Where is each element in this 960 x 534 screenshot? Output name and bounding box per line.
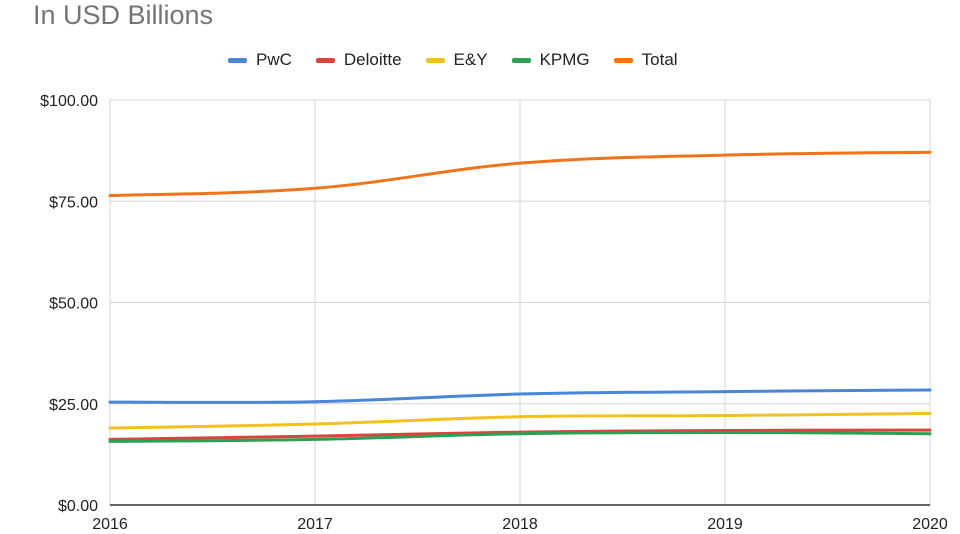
legend-swatch xyxy=(228,57,247,63)
y-tick-label: $50.00 xyxy=(49,296,98,313)
legend-label: E&Y xyxy=(453,50,488,69)
y-tick-label: $0.00 xyxy=(58,498,98,515)
series-line-kpmg xyxy=(108,431,932,443)
y-tick-label: $25.00 xyxy=(49,397,98,414)
y-tick-label: $100.00 xyxy=(40,93,98,110)
legend-label: PwC xyxy=(256,50,292,69)
legend-swatch xyxy=(511,57,531,63)
legend-swatch xyxy=(315,57,335,63)
series-line-deloitte xyxy=(108,428,932,441)
series-line-total xyxy=(108,150,932,198)
x-tick-label: 2019 xyxy=(707,516,743,533)
chart-legend: PwC Deloitte E&Y KPMG Total xyxy=(228,50,702,70)
legend-item-e-y: E&Y xyxy=(425,50,488,70)
legend-swatch xyxy=(613,57,633,63)
legend-label: KPMG xyxy=(539,50,590,69)
x-tick-label: 2017 xyxy=(297,516,333,533)
y-tick-label: $75.00 xyxy=(49,194,98,211)
legend-item-pwc: PwC xyxy=(228,50,292,70)
legend-label: Deloitte xyxy=(343,50,402,69)
series-line-e-y xyxy=(108,411,932,430)
legend-item-deloitte: Deloitte xyxy=(315,50,402,70)
series-line-pwc xyxy=(108,388,932,404)
x-tick-label: 2016 xyxy=(92,516,128,533)
legend-item-total: Total xyxy=(613,50,678,70)
legend-label: Total xyxy=(641,50,678,69)
legend-swatch xyxy=(425,57,445,63)
chart-subtitle: In USD Billions xyxy=(33,0,214,30)
x-tick-label: 2018 xyxy=(502,516,538,533)
legend-item-kpmg: KPMG xyxy=(511,50,590,70)
x-tick-label: 2020 xyxy=(912,516,948,533)
